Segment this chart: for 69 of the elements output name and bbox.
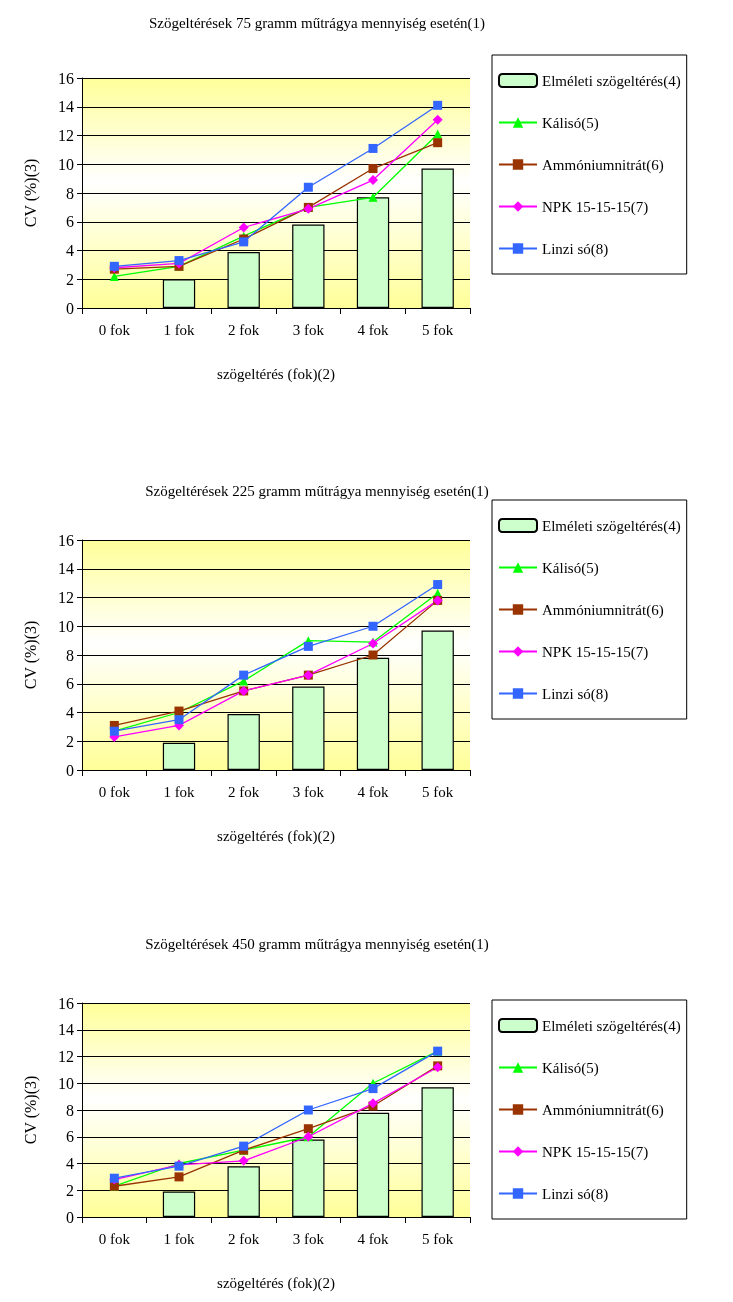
y-tick-label: 16 (58, 531, 74, 549)
y-tick-label: 2 (66, 270, 74, 288)
y-axis-title: CV (%)(3) (21, 1075, 40, 1145)
y-tick-label: 10 (58, 1074, 74, 1092)
y-tick-label: 16 (58, 994, 74, 1012)
x-tick-label: 3 fok (292, 1230, 325, 1247)
y-tick-label: 6 (66, 213, 74, 231)
chart-title: Szögeltérések 450 gramm műtrágya mennyiség esetén(1) (145, 935, 489, 953)
y-tick-label: 0 (66, 761, 74, 779)
y-tick-label: 6 (66, 1128, 74, 1146)
y-tick-label: 8 (66, 184, 74, 202)
y-tick-label: 2 (66, 1181, 74, 1199)
chart-title: Szögeltérések 225 gramm műtrágya mennyiség esetén(1) (145, 482, 489, 500)
y-tick-label: 4 (66, 704, 74, 721)
x-tick-label: 5 fok (422, 321, 454, 338)
x-tick-label: 3 fok (292, 321, 325, 338)
legend-label: Linzi só(8) (542, 240, 609, 258)
y-tick-label: 0 (66, 1208, 74, 1226)
x-tick-label: 2 fok (228, 1230, 260, 1247)
x-tick-label: 4 fok (357, 1230, 390, 1247)
y-tick-label: 14 (58, 98, 74, 116)
y-tick-label: 12 (58, 1048, 74, 1065)
legend-label: Elméleti szögeltérés(4) (542, 72, 681, 90)
y-tick-label: 0 (66, 299, 74, 317)
legend-label: Linzi só(8) (542, 1185, 609, 1203)
x-tick-label: 5 fok (422, 783, 454, 800)
y-tick-label: 8 (66, 1101, 74, 1119)
y-tick-label: 10 (58, 617, 74, 635)
y-tick-label: 10 (58, 155, 74, 173)
x-tick-label: 5 fok (422, 1230, 454, 1247)
x-tick-label: 4 fok (357, 321, 390, 338)
x-tick-label: 1 fok (163, 783, 196, 800)
legend-label: Linzi só(8) (542, 685, 609, 703)
legend-label: Ammóniumnitrát(6) (542, 601, 664, 619)
y-tick-label: 14 (58, 560, 74, 578)
x-tick-label: 0 fok (98, 783, 131, 800)
legend-label: Kálisó(5) (542, 1059, 599, 1077)
y-axis-title: CV (%)(3) (21, 620, 40, 690)
y-axis-title: CV (%)(3) (21, 158, 40, 228)
x-axis-title: szögeltérés (fok)(2) (217, 365, 335, 383)
y-tick-label: 4 (66, 1155, 74, 1172)
legend-label: Elméleti szögeltérés(4) (542, 517, 681, 535)
legend-label: Kálisó(5) (542, 559, 599, 577)
x-axis-title: szögeltérés (fok)(2) (217, 827, 335, 845)
legend-label: Ammóniumnitrát(6) (542, 1101, 664, 1119)
y-tick-label: 14 (58, 1021, 74, 1039)
legend-label: Ammóniumnitrát(6) (542, 156, 664, 174)
chart-title: Szögeltérések 75 gramm műtrágya mennyiség esetén(1) (148, 14, 486, 32)
x-axis-title: szögeltérés (fok)(2) (217, 1274, 335, 1292)
y-tick-label: 4 (66, 242, 74, 259)
legend-label: Kálisó(5) (542, 114, 599, 132)
x-tick-label: 3 fok (292, 783, 325, 800)
y-tick-label: 6 (66, 675, 74, 693)
x-tick-label: 2 fok (228, 783, 260, 800)
y-tick-label: 12 (58, 589, 74, 606)
legend-label: Elméleti szögeltérés(4) (542, 1017, 681, 1035)
x-tick-label: 0 fok (98, 321, 131, 338)
y-tick-label: 2 (66, 732, 74, 750)
legend-label: NPK 15-15-15(7) (542, 1143, 649, 1161)
y-tick-label: 16 (58, 69, 74, 87)
legend-label: NPK 15-15-15(7) (542, 643, 649, 661)
x-tick-label: 1 fok (163, 1230, 196, 1247)
x-tick-label: 0 fok (98, 1230, 131, 1247)
x-tick-label: 2 fok (228, 321, 260, 338)
x-tick-label: 1 fok (163, 321, 196, 338)
y-tick-label: 8 (66, 646, 74, 664)
legend-label: NPK 15-15-15(7) (542, 198, 649, 216)
y-tick-label: 12 (58, 127, 74, 144)
x-tick-label: 4 fok (357, 783, 390, 800)
